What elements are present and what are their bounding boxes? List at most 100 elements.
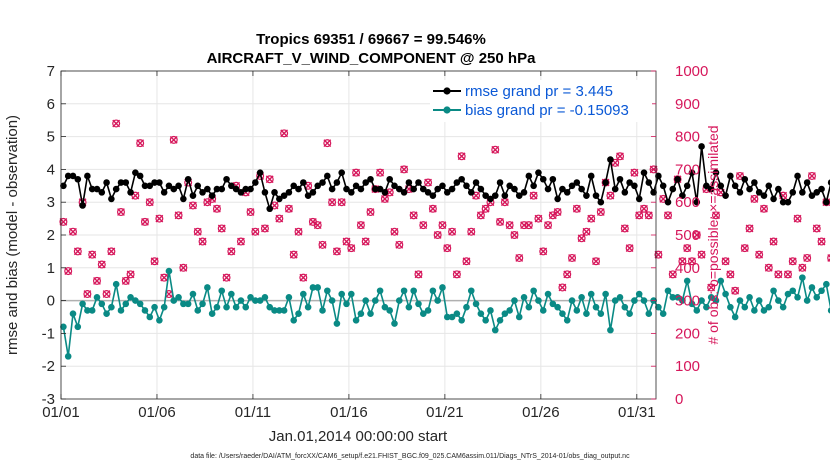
rmse-point [122,179,130,186]
rmse-point [295,185,302,193]
obs-possible-point [433,231,442,240]
y2-tick-label: 400 [675,260,700,277]
obs-possible-point [376,168,385,177]
rmse-point [789,189,797,196]
bias-point [93,294,101,301]
y-tick-label: -2 [42,358,55,375]
obs-assimilated-point [640,204,648,213]
obs-assimilated-point [491,145,500,154]
x-tick-label: 01/16 [330,404,368,421]
obs-assimilated-point [664,211,672,220]
obs-possible-point [783,270,792,279]
obs-assimilated-point [390,227,399,236]
y2-tick-label: 700 [675,161,700,178]
rmse-point [717,182,725,190]
bias-point [611,297,619,304]
obs-possible-point [534,214,543,223]
rmse-point [180,195,187,203]
obs-assimilated-point [774,270,783,279]
bias-point [136,300,144,308]
rmse-point [496,179,504,186]
rmse-point [640,169,648,176]
obs-assimilated-point [275,214,284,223]
y-tick-label: 6 [47,96,55,113]
chart-title: Tropics 69351 / 69667 = 99.546% [256,31,486,48]
rmse-point [252,179,259,186]
bias-point [271,307,278,314]
rmse-point [679,192,686,199]
bias-point [645,310,653,318]
obs-possible-point [169,135,178,144]
bias-point [395,297,403,304]
ticks: 01/01 01/06 01/11 01/16 01/21 01/26 01/31 -3 -2 -… [42,63,709,421]
obs-assimilated-point [73,247,82,256]
obs-possible-point [102,290,111,299]
bias-point [679,297,686,304]
obs-assimilated-point [227,247,236,256]
obs-possible-point [88,250,97,259]
obs-possible-point [299,273,308,282]
bias-point [180,300,187,308]
bias-point [693,307,701,314]
rmse-point [333,179,341,186]
bias-point [703,303,710,311]
obs-assimilated-point [64,267,73,275]
rmse-point [626,179,633,186]
rmse-point [515,192,523,199]
bias-point [482,316,489,324]
rmse-point [674,175,681,183]
obs-assimilated-point [438,221,447,230]
obs-possible-point [121,276,130,285]
obs-assimilated-point [169,135,178,144]
y-tick-label: 0 [47,293,55,310]
bias-point [266,303,274,311]
rmse-point [280,192,288,199]
obs-possible-point [520,221,529,230]
obs-possible-point [692,231,701,240]
bias-point [328,297,336,304]
bias-point [74,323,82,331]
footnote: data file: /Users/raeder/DAI/ATM_forcXX/… [190,453,630,460]
rmse-point [559,185,566,193]
rmse-point [477,185,485,193]
bias-point [419,310,427,318]
obs-assimilated-point [635,211,644,220]
obs-possible-point [59,217,68,226]
obs-possible-point [721,257,730,266]
x-tick-label: 01/01 [42,404,80,421]
rmse-point [247,185,254,193]
bias-point [487,307,494,314]
rmse-point [736,189,744,196]
obs-possible-point [803,253,812,262]
bias-point [736,297,744,304]
obs-possible-point [481,204,490,213]
rmse-point [722,192,729,199]
rmse-point [539,175,547,183]
obs-assimilated-point [755,250,764,259]
bias-point [112,280,120,288]
rmse-point [371,185,379,193]
obs-possible-point [366,208,375,217]
bias-point [463,303,470,311]
bias-point [204,284,211,291]
rmse-point [146,182,154,190]
rmse-point [199,189,206,196]
bias-point [563,316,571,324]
rmse-point [448,185,456,193]
bias-point [434,297,441,304]
obs-possible-point [145,198,154,207]
bias-point [189,290,197,298]
bias-point [247,294,254,301]
obs-possible-point [678,257,687,266]
obs-assimilated-point [414,270,423,279]
obs-assimilated-point [265,175,274,184]
obs-assimilated-point [476,211,485,220]
bias-point [352,316,360,324]
rmse-point [208,192,216,199]
obs-possible-point [409,211,418,220]
bias-point [525,303,533,311]
rmse-point [290,182,298,190]
y-tick-label: 7 [47,63,55,80]
rmse-point [731,182,739,190]
rmse-point [261,189,269,196]
